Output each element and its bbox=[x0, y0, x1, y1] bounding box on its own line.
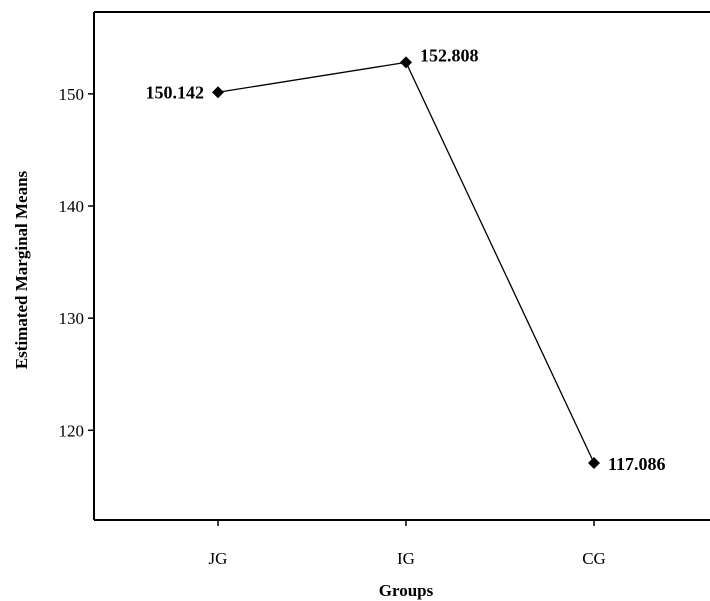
x-axis-title: Groups bbox=[379, 581, 434, 600]
data-value-label: 152.808 bbox=[420, 45, 479, 65]
x-tick-label: CG bbox=[582, 549, 606, 568]
data-value-label: 150.142 bbox=[146, 82, 205, 102]
x-tick-label: JG bbox=[209, 549, 228, 568]
data-value-label: 117.086 bbox=[608, 454, 666, 474]
y-axis-ticks: 120 130 140 150 bbox=[59, 85, 94, 440]
x-axis-ticks: JG IG CG bbox=[209, 520, 606, 568]
y-axis-title: Estimated Marginal Means bbox=[12, 170, 31, 369]
data-point-marker bbox=[588, 456, 600, 469]
x-tick-label: IG bbox=[397, 549, 415, 568]
data-point-marker bbox=[212, 86, 224, 99]
plot-area: 150.142 152.808 117.086 bbox=[93, 11, 710, 521]
y-tick-label: 140 bbox=[59, 197, 85, 216]
data-point-marker bbox=[400, 56, 412, 69]
series-line bbox=[217, 61, 595, 464]
y-tick-label: 150 bbox=[59, 85, 85, 104]
y-tick-label: 130 bbox=[59, 309, 85, 328]
y-tick-label: 120 bbox=[59, 421, 85, 440]
